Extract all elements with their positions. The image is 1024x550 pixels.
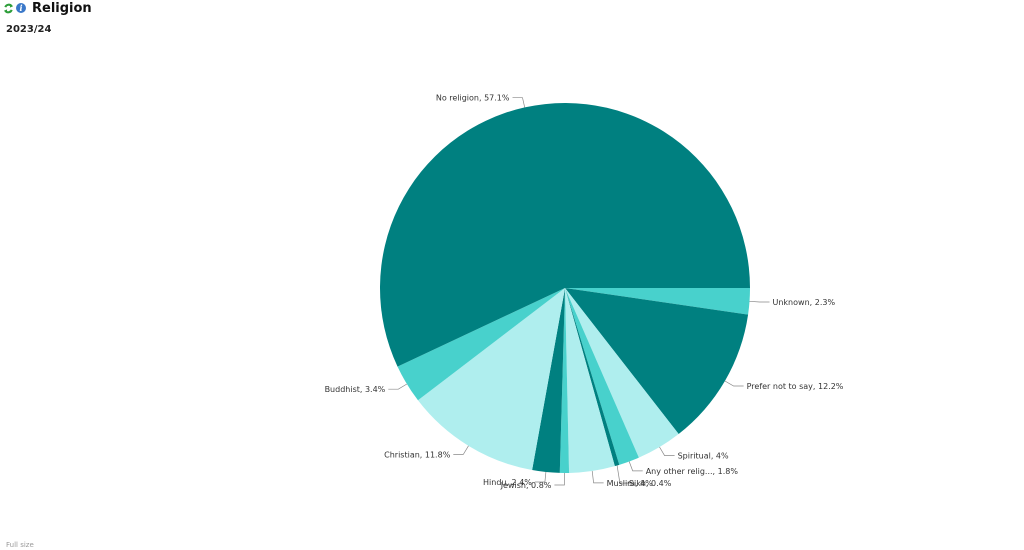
pie-slice-christian[interactable]: [417, 288, 565, 471]
leader-line: [591, 470, 604, 484]
pie-slices: [380, 102, 750, 474]
slice-label: Christian, 11.8%: [384, 450, 451, 459]
leader-line: [512, 97, 526, 108]
pie-slice-muslim[interactable]: [565, 288, 615, 473]
leader-line: [724, 380, 744, 387]
leader-line: [534, 471, 547, 483]
slice-label: Sikh, 0.4%: [629, 479, 672, 488]
leader-line: [388, 383, 408, 390]
slice-label: Prefer not to say, 12.2%: [747, 382, 844, 391]
slice-label: No religion, 57.1%: [436, 94, 510, 103]
leader-line: [616, 465, 630, 484]
pie-labels: Unknown, 2.3% Prefer not to say, 12.2% Spi…: [325, 94, 844, 490]
leader-line: [659, 446, 675, 456]
leader-line: [554, 473, 565, 486]
slice-label: Buddhist, 3.4%: [325, 385, 386, 394]
pie-slice-unknown[interactable]: [565, 288, 750, 315]
leader-line: [628, 461, 643, 472]
slice-label: Muslim, 4%: [607, 479, 654, 488]
leader-line: [749, 300, 770, 303]
page-title: Religion: [32, 0, 92, 16]
pie-slice-no-religion[interactable]: [380, 102, 750, 367]
pie-slice-any-other-relig[interactable]: [565, 288, 639, 465]
pie-slice-sikh[interactable]: [565, 288, 620, 467]
leader-line: [453, 445, 469, 455]
pie-slice-jewish[interactable]: [559, 288, 570, 474]
slice-label: Unknown, 2.3%: [773, 298, 836, 307]
slice-label: Jewish, 0.8%: [500, 481, 552, 490]
chart-subtitle: 2023/24: [6, 24, 52, 35]
pie-slice-buddhist[interactable]: [397, 288, 565, 401]
slice-label: Hindu, 2.4%: [483, 478, 532, 487]
chart-header: i Religion: [3, 0, 92, 16]
refresh-icon[interactable]: [3, 3, 14, 14]
pie-slice-spiritual[interactable]: [565, 288, 679, 458]
pie-slice-hindu[interactable]: [532, 288, 565, 473]
slice-label: Any other relig..., 1.8%: [646, 467, 739, 476]
slice-label: Spiritual, 4%: [678, 452, 729, 461]
full-size-link[interactable]: Full size: [6, 541, 34, 549]
info-icon[interactable]: i: [16, 3, 26, 13]
pie-slice-prefer-not-to-say[interactable]: [565, 288, 749, 434]
